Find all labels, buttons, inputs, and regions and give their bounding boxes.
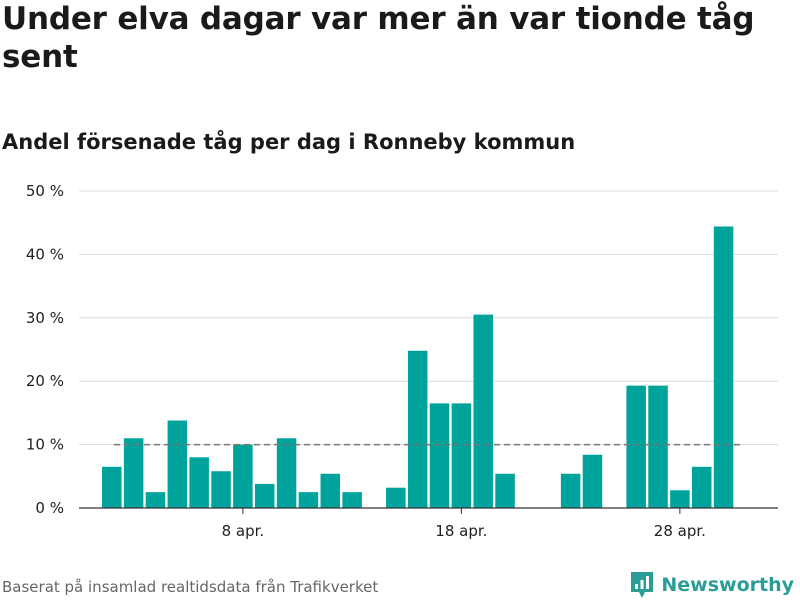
chart-title: Under elva dagar var mer än var tionde t… <box>2 1 755 75</box>
bar <box>407 350 428 508</box>
bar <box>386 487 406 508</box>
y-tick-label: 50 % <box>26 182 64 200</box>
bar <box>626 385 646 508</box>
source-note: Baserat på insamlad realtidsdata från Tr… <box>2 578 379 596</box>
y-tick-label: 20 % <box>26 372 64 390</box>
x-tick-label: 18 apr. <box>435 522 487 540</box>
bar <box>342 492 362 508</box>
y-axis-labels: 0 % 10 % 20 % 30 % 40 % 50 % <box>26 182 64 517</box>
bar <box>582 454 603 508</box>
bar <box>167 420 188 508</box>
bar <box>473 314 493 508</box>
bar <box>451 403 472 508</box>
bar <box>560 473 581 508</box>
bar <box>298 492 319 508</box>
bar <box>233 444 253 508</box>
bar <box>254 483 275 508</box>
newsworthy-logo-icon <box>631 572 654 598</box>
bars <box>102 226 734 508</box>
bar <box>495 473 515 508</box>
y-tick-label: 30 % <box>26 309 64 327</box>
x-tick-label: 8 apr. <box>222 522 265 540</box>
brand-name: Newsworthy <box>661 574 794 596</box>
bar <box>320 473 341 508</box>
bar <box>276 438 297 508</box>
brand[interactable]: Newsworthy <box>629 570 794 600</box>
bar <box>211 471 231 508</box>
bar <box>429 403 450 508</box>
bar <box>102 466 122 508</box>
bar <box>648 385 668 508</box>
bar <box>713 226 734 508</box>
bar <box>189 457 209 508</box>
bar <box>691 466 712 508</box>
y-tick-label: 40 % <box>26 245 64 263</box>
bar <box>670 490 690 508</box>
chart-subtitle: Andel försenade tåg per dag i Ronneby ko… <box>2 130 576 154</box>
bar <box>123 438 144 508</box>
y-tick-label: 0 % <box>35 499 64 517</box>
bar <box>145 492 166 508</box>
y-tick-label: 10 % <box>26 436 64 454</box>
x-axis: 8 apr. 18 apr. 28 apr. <box>79 507 778 540</box>
bar-chart: 0 % 10 % 20 % 30 % 40 % 50 % 8 apr. 18 apr. 28 … <box>26 182 778 540</box>
gridlines <box>79 190 778 446</box>
x-tick-label: 28 apr. <box>654 522 706 540</box>
